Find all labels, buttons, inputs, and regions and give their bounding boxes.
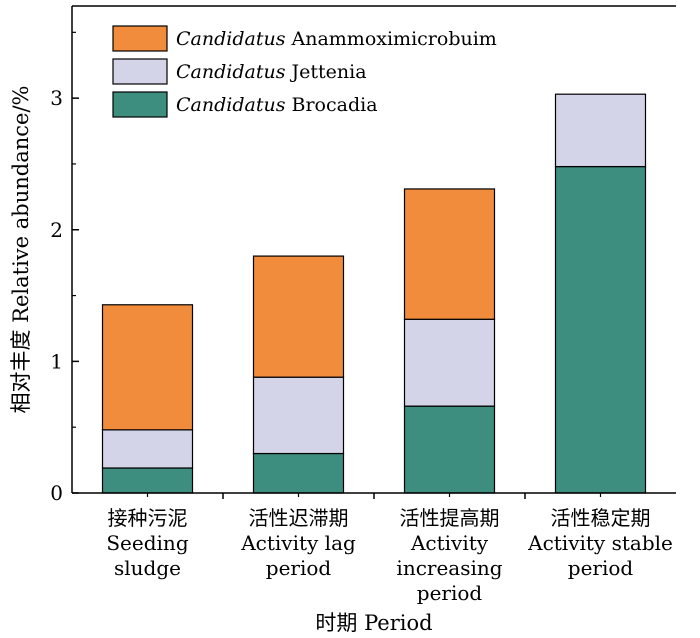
y-tick-label: 3 bbox=[50, 86, 63, 110]
bar-segment bbox=[252, 255, 345, 378]
bar-segment bbox=[101, 304, 194, 431]
y-tick-label: 0 bbox=[50, 481, 63, 505]
x-category-label: Activity bbox=[410, 531, 489, 555]
legend-label-italic: Candidatus bbox=[176, 94, 286, 116]
y-axis-title: 相对丰度 Relative abundance/% bbox=[9, 86, 33, 414]
legend-swatch bbox=[112, 91, 168, 118]
legend-label-italic: Candidatus bbox=[176, 61, 286, 83]
legend-label-rest: Brocadia bbox=[285, 94, 377, 116]
x-category-label: period bbox=[417, 581, 483, 605]
y-tick-label: 1 bbox=[50, 349, 63, 373]
x-category-label: Seeding bbox=[106, 531, 188, 555]
legend-label: Candidatus Brocadia bbox=[176, 94, 378, 116]
bar-segment bbox=[101, 467, 194, 494]
bar-segment bbox=[554, 165, 647, 494]
bar-segment bbox=[252, 452, 345, 494]
bar-segment bbox=[252, 376, 345, 455]
y-tick-label: 2 bbox=[50, 218, 63, 242]
bar-segment bbox=[101, 429, 194, 469]
legend-label: Candidatus Anammoximicrobuim bbox=[176, 28, 497, 50]
legend-label-italic: Candidatus bbox=[176, 28, 286, 50]
x-category-label: Activity stable bbox=[527, 531, 673, 555]
x-category-label: period bbox=[568, 556, 634, 580]
x-axis-title: 时期 Period bbox=[315, 611, 432, 635]
legend-swatch bbox=[112, 25, 168, 52]
bar-segment bbox=[403, 188, 496, 320]
axes-group: 0 1 2 3 bbox=[50, 5, 676, 505]
bar-segment bbox=[403, 318, 496, 407]
bar-segment bbox=[554, 93, 647, 168]
legend-label-rest: Anammoximicrobuim bbox=[285, 28, 496, 50]
x-category-label: Activity lag bbox=[240, 531, 356, 555]
x-category-label: period bbox=[266, 556, 332, 580]
x-category-label: 接种污泥 bbox=[108, 506, 188, 530]
x-category-label: increasing bbox=[396, 556, 502, 580]
bar-segment bbox=[403, 405, 496, 494]
x-category-label: 活性迟滞期 bbox=[249, 506, 349, 530]
legend-label-rest: Jettenia bbox=[285, 61, 366, 83]
x-category-label: sludge bbox=[114, 556, 181, 580]
bars-group bbox=[101, 93, 647, 494]
legend-swatch bbox=[112, 58, 168, 85]
legend-label: Candidatus Jettenia bbox=[176, 61, 367, 83]
x-category-label: 活性提高期 bbox=[400, 506, 500, 530]
x-category-label: 活性稳定期 bbox=[551, 506, 651, 530]
